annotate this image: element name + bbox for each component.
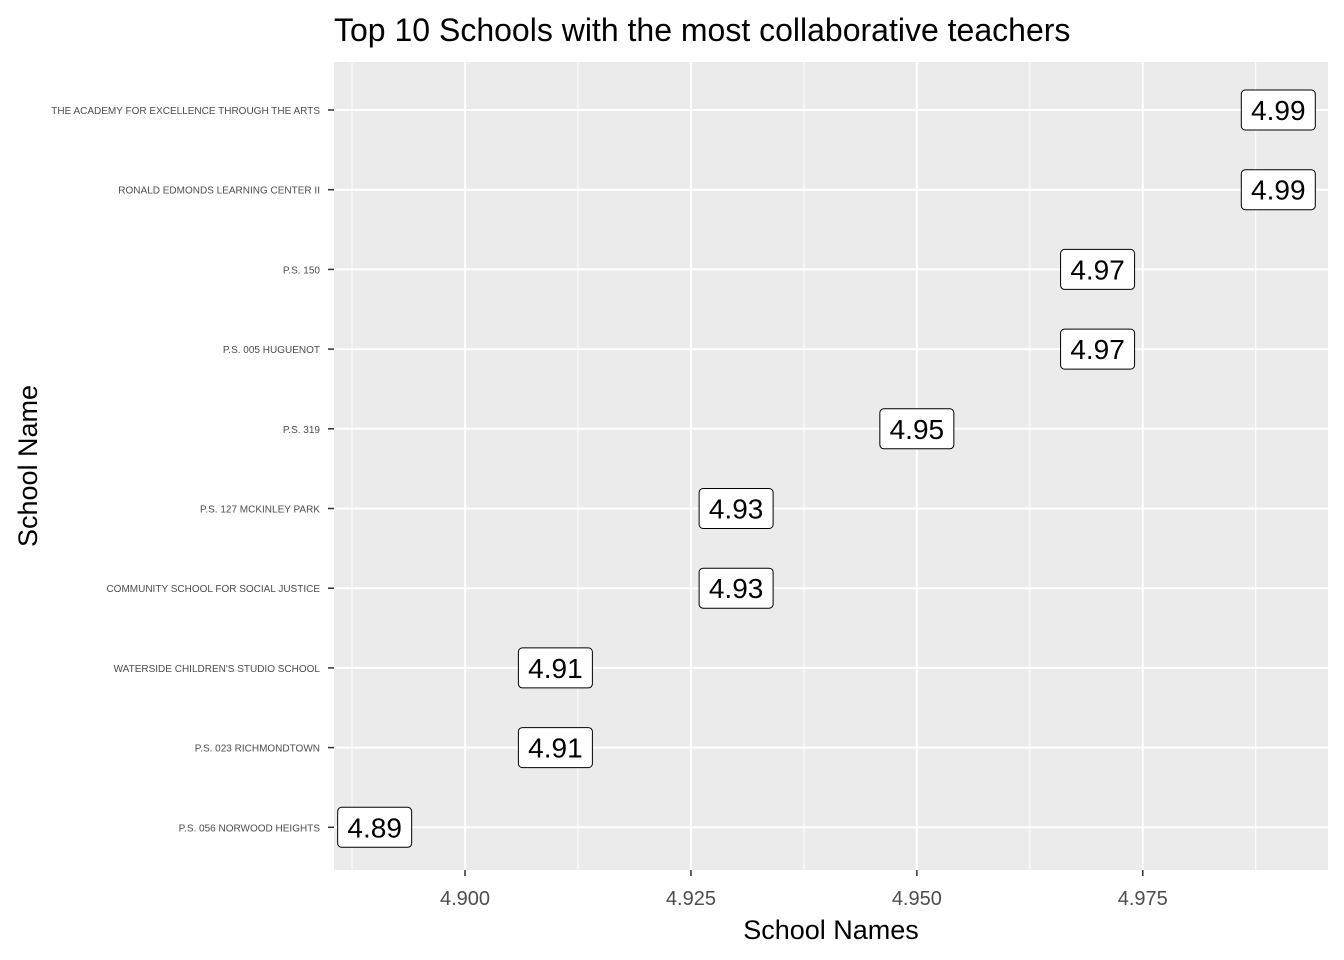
y-tick-label: COMMUNITY SCHOOL FOR SOCIAL JUSTICE [106, 584, 320, 595]
data-label-text: 4.91 [528, 653, 583, 684]
data-point-label: 4.95 [879, 408, 955, 450]
data-point-label: 4.93 [698, 567, 774, 609]
y-tick-label: P.S. 005 HUGUENOT [223, 345, 320, 356]
data-point-label: 4.97 [1060, 328, 1136, 370]
data-labels: 4.99 4.99 4.97 4.97 4.95 4.93 4.93 4.91 4.91 4.89 [337, 89, 1316, 848]
y-axis-ticks: THE ACADEMY FOR EXCELLENCE THROUGH THE A… [51, 106, 334, 834]
data-label-box [517, 647, 593, 689]
data-label-box [337, 806, 413, 848]
data-point-label: 4.99 [1240, 89, 1316, 131]
x-tick-label: 4.900 [440, 888, 490, 910]
data-label-text: 4.97 [1070, 254, 1125, 285]
data-point-label: 4.91 [517, 647, 593, 689]
y-tick-label: RONALD EDMONDS LEARNING CENTER II [118, 186, 320, 197]
x-tick-label: 4.925 [666, 888, 716, 910]
x-axis-title: School Names [743, 915, 919, 945]
y-tick-label: P.S. 150 [283, 265, 321, 276]
data-label-box [698, 488, 774, 529]
y-tick-label: WATERSIDE CHILDREN'S STUDIO SCHOOL [114, 664, 321, 675]
x-tick-label: 4.975 [1118, 888, 1168, 910]
y-tick-label: THE ACADEMY FOR EXCELLENCE THROUGH THE A… [51, 106, 320, 117]
data-label-text: 4.99 [1251, 175, 1306, 206]
data-label-text: 4.97 [1070, 334, 1125, 365]
data-label-text: 4.93 [709, 494, 764, 525]
data-point-label: 4.93 [698, 488, 774, 529]
data-label-text: 4.91 [528, 733, 583, 764]
plot-panel [334, 62, 1328, 870]
x-tick-label: 4.950 [892, 888, 942, 910]
data-point-label: 4.99 [1240, 169, 1316, 211]
data-label-box [879, 408, 955, 450]
y-tick-label: P.S. 319 [283, 425, 321, 436]
data-label-text: 4.95 [890, 414, 945, 445]
data-label-box [698, 567, 774, 609]
y-axis-title: School Name [13, 385, 43, 547]
data-label-box [517, 727, 593, 769]
data-label-text: 4.93 [709, 573, 764, 604]
chart-title: Top 10 Schools with the most collaborati… [334, 12, 1070, 48]
data-label-box [1060, 328, 1136, 370]
y-tick-label: P.S. 023 RICHMONDTOWN [195, 744, 320, 755]
data-point-label: 4.97 [1060, 248, 1136, 290]
data-label-box [1240, 169, 1316, 211]
data-point-label: 4.89 [337, 806, 413, 848]
data-label-box [1240, 89, 1316, 131]
y-tick-label: P.S. 127 MCKINLEY PARK [200, 505, 320, 516]
grid-major [334, 62, 1328, 870]
data-point-label: 4.91 [517, 727, 593, 769]
data-label-text: 4.99 [1251, 95, 1306, 126]
y-tick-label: P.S. 056 NORWOOD HEIGHTS [179, 823, 321, 834]
x-axis-ticks: 4.900 4.925 4.950 4.975 [440, 870, 1168, 910]
data-label-text: 4.89 [347, 812, 402, 843]
data-label-box [1060, 248, 1136, 290]
